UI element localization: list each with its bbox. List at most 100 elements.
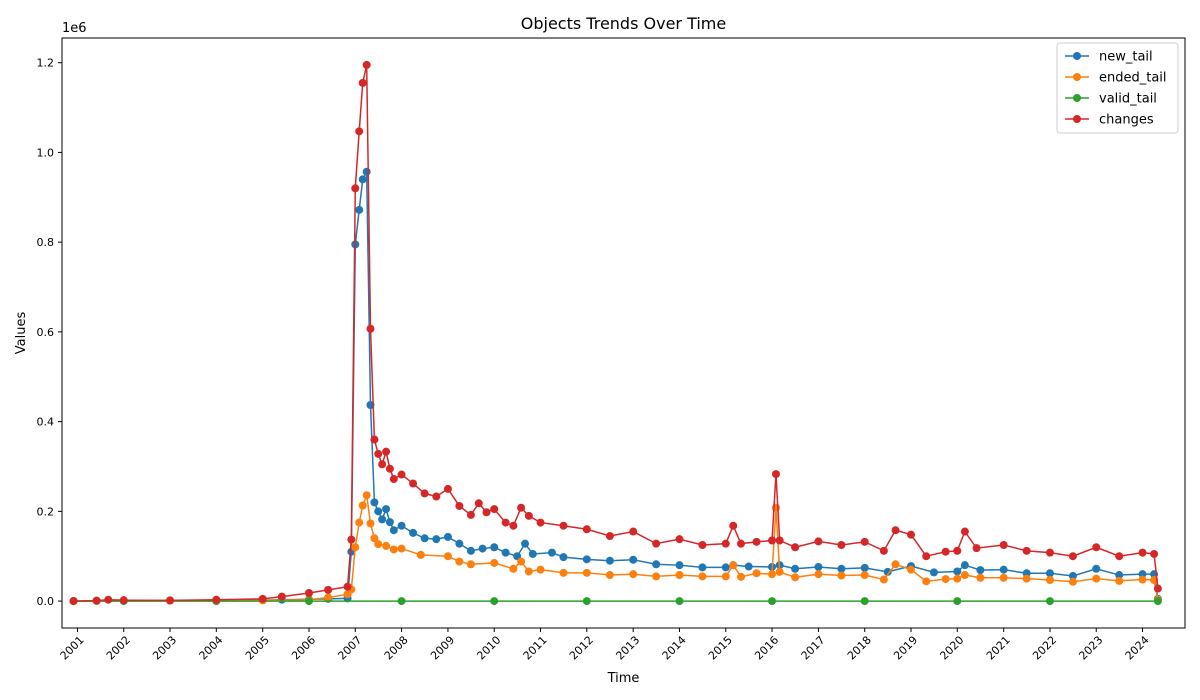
data-point bbox=[355, 127, 364, 136]
x-axis-ticks: 2001 2002 2003 2004 2005 2006 2007 2008 2009 2010… bbox=[58, 628, 1152, 663]
data-point bbox=[922, 577, 931, 586]
data-point bbox=[389, 526, 398, 535]
data-point bbox=[976, 573, 985, 582]
legend-box bbox=[1056, 42, 1179, 134]
x-tick-label: 2004 bbox=[197, 634, 226, 663]
data-point bbox=[652, 572, 661, 581]
data-point bbox=[736, 572, 745, 581]
data-point bbox=[953, 546, 962, 555]
data-point bbox=[382, 541, 391, 550]
data-point bbox=[1045, 548, 1054, 557]
data-point bbox=[960, 527, 969, 536]
data-point bbox=[860, 563, 869, 572]
x-tick-label: 2005 bbox=[243, 634, 272, 663]
data-point bbox=[343, 582, 352, 591]
data-point bbox=[382, 505, 391, 514]
x-tick-label: 2013 bbox=[613, 634, 642, 663]
data-point bbox=[675, 535, 684, 544]
x-tick-label: 2020 bbox=[937, 634, 966, 663]
data-point bbox=[1138, 575, 1147, 584]
y-offset-label: 1e6 bbox=[62, 21, 87, 36]
data-point bbox=[768, 536, 777, 545]
data-point bbox=[582, 597, 591, 606]
data-point bbox=[397, 521, 406, 530]
data-point bbox=[104, 595, 113, 604]
y-tick-label: 0.4 bbox=[37, 416, 55, 429]
data-point bbox=[366, 519, 375, 528]
data-point bbox=[999, 565, 1008, 574]
data-point bbox=[397, 470, 406, 479]
data-point bbox=[482, 508, 491, 517]
x-tick-label: 2015 bbox=[706, 634, 735, 663]
data-point bbox=[385, 518, 394, 527]
y-tick-label: 0.0 bbox=[37, 595, 55, 608]
data-point bbox=[119, 596, 128, 605]
data-point bbox=[347, 535, 356, 544]
legend-swatch-marker bbox=[1073, 52, 1081, 60]
data-point bbox=[362, 491, 371, 500]
data-point bbox=[490, 505, 499, 514]
data-point bbox=[652, 560, 661, 569]
data-point bbox=[374, 540, 383, 549]
legend-label: ended_tail bbox=[1099, 71, 1167, 86]
series-new_tail bbox=[69, 167, 1162, 606]
data-point bbox=[370, 534, 379, 543]
data-point bbox=[953, 597, 962, 606]
data-point bbox=[1068, 571, 1077, 580]
data-point bbox=[953, 567, 962, 576]
data-point bbox=[409, 479, 418, 488]
data-point bbox=[92, 596, 101, 605]
series-ended_tail bbox=[69, 491, 1162, 606]
data-point bbox=[536, 518, 545, 527]
data-point bbox=[960, 561, 969, 570]
data-point bbox=[941, 547, 950, 556]
data-point bbox=[1022, 546, 1031, 555]
data-point bbox=[768, 597, 777, 606]
data-point bbox=[324, 585, 333, 594]
data-point bbox=[775, 536, 784, 545]
series-changes bbox=[69, 60, 1162, 606]
data-point bbox=[736, 539, 745, 548]
series-line-changes bbox=[73, 64, 1159, 602]
y-axis-ticks: 0.0 0.2 0.4 0.6 0.8 1.0 1.2 bbox=[37, 57, 62, 608]
data-point bbox=[729, 521, 738, 530]
data-point bbox=[362, 60, 371, 69]
data-point bbox=[559, 521, 568, 530]
data-point bbox=[860, 571, 869, 580]
data-point bbox=[397, 544, 406, 553]
legend-label: valid_tail bbox=[1099, 92, 1157, 107]
x-tick-label: 2007 bbox=[335, 634, 364, 663]
x-tick-label: 2001 bbox=[58, 634, 87, 663]
data-point bbox=[420, 534, 429, 543]
data-point bbox=[791, 573, 800, 582]
data-point bbox=[358, 501, 367, 510]
data-point bbox=[455, 539, 464, 548]
y-tick-label: 1.0 bbox=[37, 146, 55, 159]
data-point bbox=[837, 571, 846, 580]
data-point bbox=[953, 574, 962, 583]
x-tick-label: 2010 bbox=[474, 634, 503, 663]
data-point bbox=[837, 540, 846, 549]
x-tick-label: 2017 bbox=[799, 634, 828, 663]
x-tick-label: 2016 bbox=[752, 634, 781, 663]
data-point bbox=[605, 571, 614, 580]
x-tick-label: 2018 bbox=[845, 634, 874, 663]
data-point bbox=[374, 449, 383, 458]
data-point bbox=[582, 555, 591, 564]
data-point bbox=[814, 570, 823, 579]
data-point bbox=[536, 565, 545, 574]
data-point bbox=[1150, 549, 1159, 558]
data-point bbox=[559, 553, 568, 562]
data-point bbox=[304, 597, 313, 606]
data-point bbox=[698, 563, 707, 572]
series-line-ended_tail bbox=[73, 494, 1159, 602]
data-point bbox=[351, 184, 360, 193]
data-point bbox=[941, 575, 950, 584]
data-point bbox=[698, 540, 707, 549]
data-point bbox=[1092, 543, 1101, 552]
data-point bbox=[972, 544, 981, 553]
legend-swatch-marker bbox=[1073, 115, 1081, 123]
data-point bbox=[860, 597, 869, 606]
